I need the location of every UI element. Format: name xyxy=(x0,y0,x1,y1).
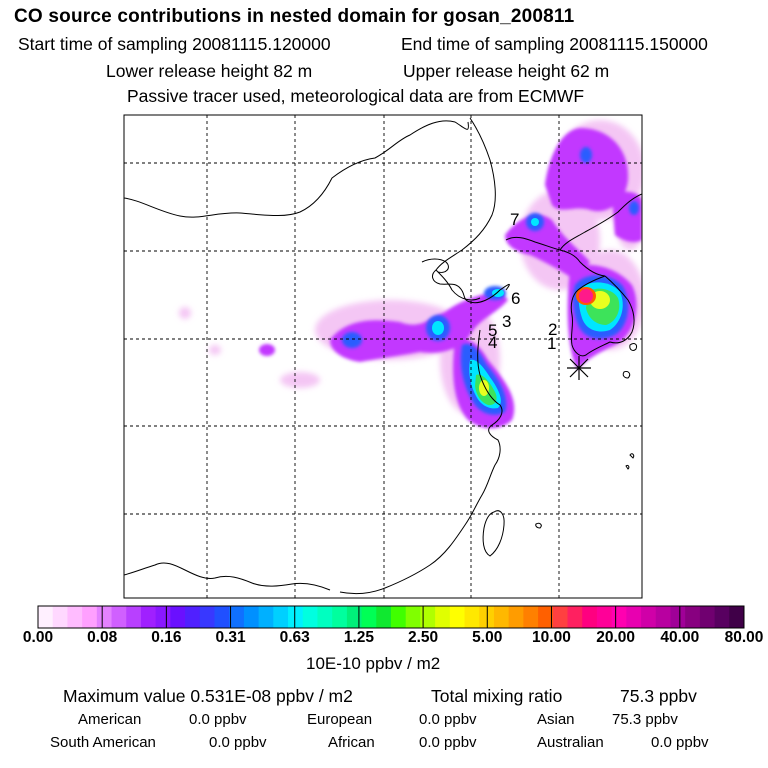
region-value: 75.3 ppbv xyxy=(612,711,678,728)
colorbar-tick-label: 0.00 xyxy=(22,629,54,646)
colorbar-tick-label: 10.00 xyxy=(532,629,571,646)
region-value: 0.0 ppbv xyxy=(189,711,247,728)
colorbar-swatch xyxy=(185,606,201,628)
colorbar-tick-label: 0.63 xyxy=(279,629,310,646)
start-time-label: Start time of sampling 20081115.120000 xyxy=(18,34,331,54)
colorbar-swatch xyxy=(140,606,157,628)
colorbar-swatch xyxy=(523,606,539,628)
map-title: CO source contributions in nested domain… xyxy=(14,6,575,27)
colorbar-swatch xyxy=(435,606,451,628)
colorbar-tick-label: 80.00 xyxy=(724,629,764,646)
region-value: 0.0 ppbv xyxy=(209,734,267,751)
colorbar-swatch xyxy=(332,606,348,628)
lower-release-label: Lower release height 82 m xyxy=(106,61,313,81)
colorbar-swatch xyxy=(449,606,465,628)
region-name: African xyxy=(328,734,375,751)
colorbar-swatch xyxy=(155,606,171,628)
colorbar-swatch xyxy=(567,606,583,628)
colorbar-tick-label: 0.08 xyxy=(87,629,118,646)
colorbar-tick-label: 20.00 xyxy=(596,629,636,646)
colorbar-swatch xyxy=(96,606,112,628)
colorbar-swatch xyxy=(38,606,54,628)
colorbar-swatch xyxy=(111,606,127,628)
colorbar-swatch xyxy=(714,606,730,628)
colorbar-swatch xyxy=(376,606,392,628)
colorbar-swatch xyxy=(199,606,215,628)
concentration-plume xyxy=(179,120,642,429)
colorbar-tick-label: 0.31 xyxy=(215,629,246,646)
colorbar-swatch xyxy=(582,606,598,628)
total-mixing-label: Total mixing ratio xyxy=(431,686,563,706)
colorbar-swatch xyxy=(229,606,245,628)
colorbar-swatch xyxy=(361,606,377,628)
region-name: Asian xyxy=(537,711,575,728)
colorbar-swatch xyxy=(170,606,186,628)
site-label-3: 3 xyxy=(502,312,511,331)
colorbar-swatch xyxy=(52,606,68,628)
upper-release-label: Upper release height 62 m xyxy=(403,61,610,81)
colorbar-swatch xyxy=(596,606,613,628)
colorbar-swatch xyxy=(391,606,407,628)
colorbar-swatch xyxy=(302,606,318,628)
region-value: 0.0 ppbv xyxy=(419,711,477,728)
colorbar-tick-label: 2.50 xyxy=(407,629,439,646)
region-value: 0.0 ppbv xyxy=(651,734,709,751)
site-label-5: 5 xyxy=(488,321,497,340)
coastline xyxy=(124,117,642,595)
map-frame xyxy=(123,114,643,599)
colorbar-swatch xyxy=(655,606,671,628)
colorbar-tick-label: 40.00 xyxy=(660,629,700,646)
colorbar-tick-label: 5.00 xyxy=(472,629,503,646)
total-mixing-value: 75.3 ppbv xyxy=(620,686,697,706)
colorbar-swatch xyxy=(82,606,98,628)
colorbar-swatch xyxy=(552,606,568,628)
colorbar-swatch xyxy=(670,606,686,628)
site-label-4: 4 xyxy=(488,333,497,352)
colorbar-swatch xyxy=(729,606,745,628)
colorbar-swatch xyxy=(685,606,701,628)
colorbar-swatch xyxy=(273,606,289,628)
site-label-2: 2 xyxy=(548,320,557,339)
colorbar-swatch xyxy=(699,606,715,628)
colorbar-swatch xyxy=(243,606,260,628)
colorbar-swatch xyxy=(288,606,304,628)
colorbar-unit: 10E-10 ppbv / m2 xyxy=(306,654,441,673)
receptor-marker xyxy=(567,356,591,380)
colorbar-tick-label: 1.25 xyxy=(343,629,374,646)
colorbar-swatch xyxy=(420,606,436,628)
region-name: American xyxy=(78,711,142,728)
colorbar-swatch xyxy=(214,606,230,628)
colorbar-swatch xyxy=(67,606,83,628)
colorbar-swatch xyxy=(508,606,524,628)
region-value: 0.0 ppbv xyxy=(419,734,477,751)
colorbar-swatch xyxy=(126,606,142,628)
colorbar-tick-label: 0.16 xyxy=(151,629,182,646)
colorbar-swatch xyxy=(317,606,333,628)
region-name: European xyxy=(307,711,373,728)
end-time-label: End time of sampling 20081115.150000 xyxy=(401,34,708,54)
region-name: Australian xyxy=(537,734,604,751)
colorbar-swatch xyxy=(405,606,421,628)
colorbar-swatch xyxy=(258,606,274,628)
colorbar-swatch xyxy=(346,606,362,628)
colorbar-swatch xyxy=(493,606,510,628)
site-label-6: 6 xyxy=(511,289,520,308)
tracer-note: Passive tracer used, meteorological data… xyxy=(127,86,585,106)
site-label-1: 1 xyxy=(547,334,556,353)
colorbar-swatch xyxy=(641,606,657,628)
colorbar-swatch xyxy=(626,606,642,628)
graticule xyxy=(124,115,642,598)
colorbar-swatch xyxy=(538,606,554,628)
site-label-7: 7 xyxy=(510,210,519,229)
colorbar-swatch xyxy=(464,606,480,628)
colorbar-swatch xyxy=(611,606,627,628)
max-value-label: Maximum value 0.531E-08 ppbv / m2 xyxy=(63,686,353,706)
region-name: South American xyxy=(50,734,156,751)
